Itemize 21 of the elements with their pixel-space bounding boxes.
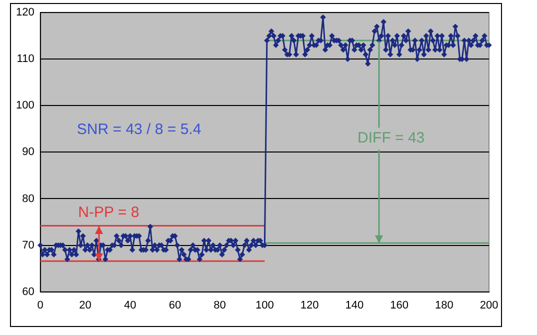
x-tick-label: 20 <box>79 299 92 312</box>
annotation: DIFF = 43 <box>358 129 425 146</box>
y-tick-label: 100 <box>16 100 34 112</box>
x-tick-label: 140 <box>345 299 364 312</box>
y-tick-label: 60 <box>22 286 34 298</box>
y-tick-label: 70 <box>22 239 34 252</box>
x-tick-label: 180 <box>434 299 454 312</box>
x-tick-label: 80 <box>214 299 226 312</box>
annotation: SNR = 43 / 8 = 5.4 <box>76 121 202 138</box>
y-tick-label: 110 <box>16 53 34 66</box>
x-tick-label: 160 <box>390 299 408 312</box>
annotation: N-PP = 8 <box>78 204 140 221</box>
y-tick-label: 80 <box>22 192 34 205</box>
x-tick-label: 60 <box>168 299 182 312</box>
x-tick-label: 40 <box>124 299 136 312</box>
y-tick-label: 120 <box>16 6 34 19</box>
x-tick-label: 100 <box>255 299 274 312</box>
x-tick-label: 200 <box>480 299 498 312</box>
y-tick-label: 90 <box>22 146 34 158</box>
x-tick-label: 0 <box>37 299 44 312</box>
x-tick-label: 120 <box>300 299 319 312</box>
